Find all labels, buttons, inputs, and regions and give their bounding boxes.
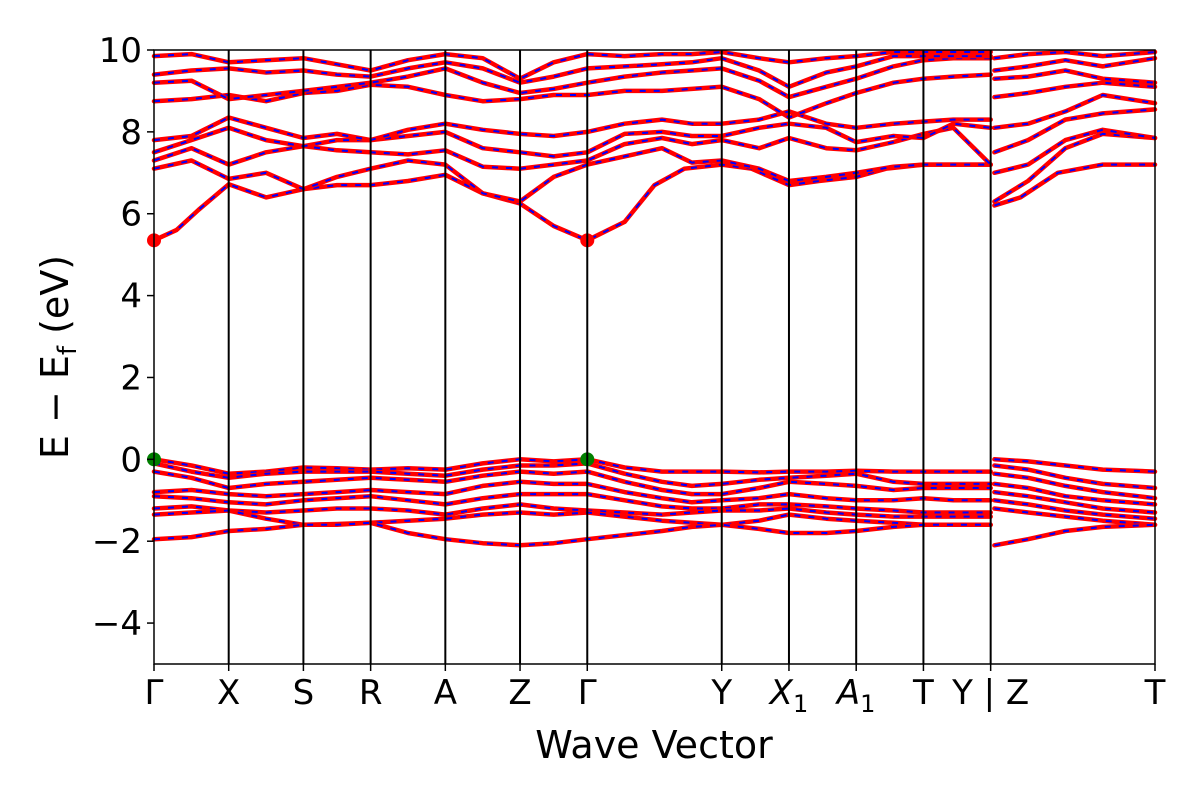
band-line — [151, 109, 993, 143]
x-tick-label: R — [359, 673, 383, 713]
band-line — [151, 162, 993, 243]
band-solid-red — [151, 109, 993, 143]
band-line — [992, 457, 1158, 474]
band-line — [992, 55, 1158, 73]
y-tick-label: 2 — [120, 358, 142, 398]
band-line — [992, 162, 1158, 208]
band-solid-red — [992, 49, 1158, 61]
band-line — [992, 498, 1158, 521]
band-line — [992, 131, 1158, 204]
kpath-lines — [227, 50, 992, 664]
x-tick-label: S — [293, 673, 315, 713]
y-tick-label: 4 — [120, 277, 142, 317]
band-solid-red — [151, 72, 993, 120]
band-dashed-blue — [994, 458, 1156, 473]
x-tick-label: Y — [710, 673, 732, 713]
band-solid-red — [992, 107, 1158, 155]
x-tick-label-text: Z — [508, 673, 531, 713]
x-tick-label-text: Γ — [145, 673, 164, 713]
band-line — [992, 471, 1158, 501]
x-tick-label: X1 — [768, 673, 809, 718]
band-dashed-blue — [993, 132, 1156, 203]
y-tick-label: 0 — [120, 440, 142, 480]
x-tick-label: T — [1144, 673, 1166, 713]
band-line — [992, 506, 1158, 528]
x-tick-label-text: T — [912, 673, 934, 713]
band-line — [992, 127, 1158, 176]
x-tick-label-text: Γ — [578, 673, 597, 713]
band-dashed-blue — [994, 81, 1156, 99]
band-line — [151, 72, 993, 120]
x-tick-label: T — [912, 673, 934, 713]
y-axis-ticks: −4 −2 0 2 4 6 8 10 — [92, 31, 154, 644]
x-tick-label-text: T — [1144, 673, 1166, 713]
band-solid-red — [992, 80, 1158, 100]
y-axis-label-main: E − E — [33, 355, 77, 459]
x-tick-label-subscript: 1 — [860, 690, 875, 718]
band-line — [992, 481, 1158, 507]
x-tick-label-text: Y | Z — [951, 673, 1029, 713]
band-line — [151, 520, 993, 548]
band-solid-red — [151, 162, 993, 243]
x-tick-label-subscript: 1 — [793, 690, 808, 718]
band-dashed-blue — [994, 50, 1156, 60]
y-tick-label: 8 — [120, 113, 142, 153]
plot-area — [147, 49, 1158, 548]
band-dashed-blue — [994, 499, 1156, 520]
band-line — [992, 68, 1158, 85]
band-dashed-blue — [994, 464, 1156, 489]
band-solid-red — [992, 55, 1158, 73]
y-axis-label: E − Ef (eV) — [33, 255, 83, 459]
x-tick-label-text: X — [768, 673, 794, 713]
band-line — [992, 107, 1158, 155]
band-line — [992, 49, 1158, 61]
band-dashed-blue — [994, 491, 1156, 514]
x-tick-label-text: A — [434, 673, 457, 713]
band-dashed-blue — [994, 69, 1156, 84]
band-dashed-blue — [153, 163, 991, 242]
band-line — [992, 80, 1158, 100]
y-axis-label-unit: (eV) — [33, 255, 77, 346]
band-dashed-blue — [994, 57, 1156, 72]
x-tick-label: Y | Z — [951, 673, 1029, 713]
y-tick-label: 6 — [120, 195, 142, 235]
band-solid-red — [992, 522, 1158, 548]
band-line — [992, 489, 1158, 515]
band-line — [992, 92, 1158, 131]
band-dashed-blue — [994, 507, 1156, 526]
x-tick-label-text: R — [359, 673, 383, 713]
x-axis-label: Wave Vector — [535, 723, 773, 767]
x-tick-label: A1 — [835, 673, 876, 718]
band-dashed-blue — [994, 472, 1156, 500]
y-tick-label: −2 — [92, 522, 142, 562]
x-tick-label: Z — [508, 673, 531, 713]
x-tick-label-text: Y — [710, 673, 732, 713]
x-tick-label: Γ — [578, 673, 597, 713]
y-tick-label: 10 — [99, 31, 142, 71]
x-tick-label: Γ — [145, 673, 164, 713]
y-axis-label-subscript: f — [53, 345, 83, 355]
x-tick-label-text: S — [293, 673, 315, 713]
band-dashed-blue — [994, 93, 1156, 129]
band-dashed-blue — [994, 163, 1155, 207]
plot-frame — [153, 49, 1156, 665]
x-tick-label: A — [434, 673, 457, 713]
y-tick-label: −4 — [92, 604, 142, 644]
band-line — [992, 522, 1158, 548]
band-solid-red — [992, 127, 1158, 176]
band-dashed-blue — [994, 482, 1156, 506]
band-dashed-blue — [994, 523, 1156, 547]
x-tick-label-text: X — [217, 673, 240, 713]
x-tick-label: X — [217, 673, 240, 713]
band-solid-red — [992, 68, 1158, 85]
band-line — [992, 463, 1158, 491]
x-tick-label-text: A — [835, 673, 860, 713]
